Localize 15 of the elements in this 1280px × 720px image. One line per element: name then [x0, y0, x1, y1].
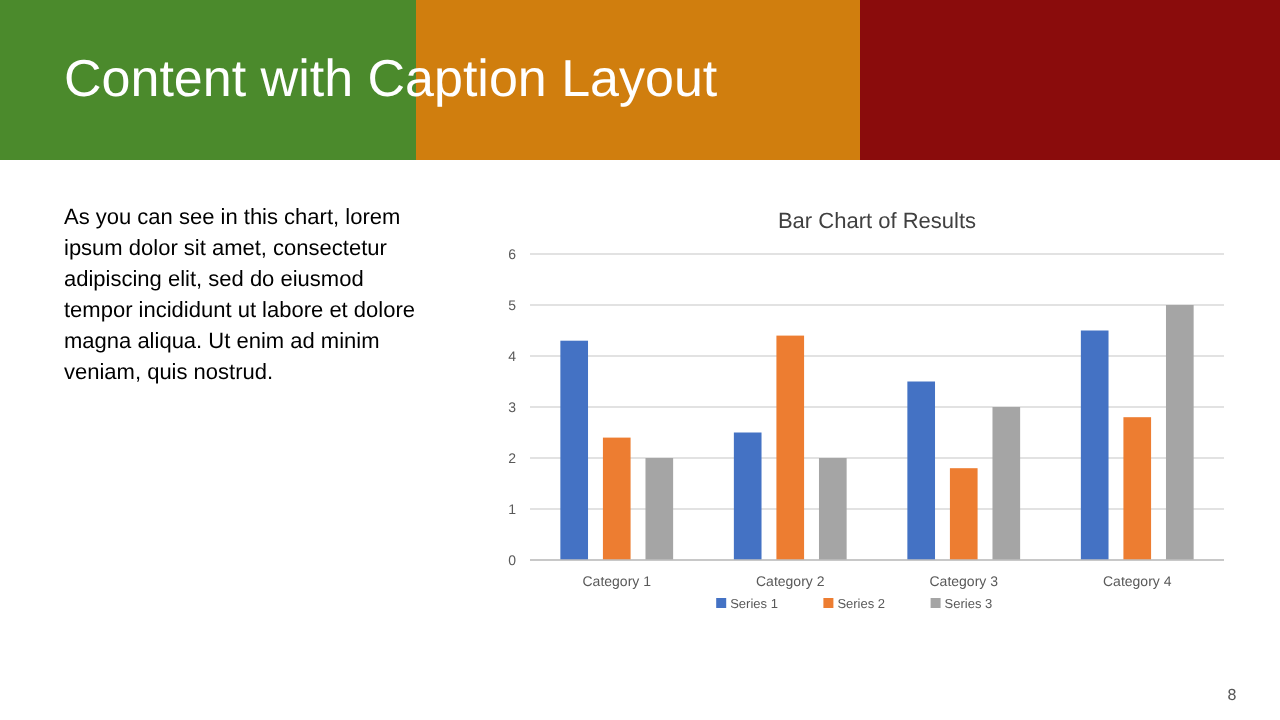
chart-title: Bar Chart of Results [777, 210, 978, 234]
bar [992, 407, 1021, 560]
text: 8 [1227, 686, 1238, 704]
bar [602, 437, 631, 560]
bar [1123, 417, 1152, 560]
bar [560, 340, 589, 560]
text: As you can see in this chart, lorem ipsum dolor sit amet, consectetur adipiscing elit, sed do eiusmod tempor incididunt ut labore et dolore magna aliqua. Ut enim ad minim veniam, quis nostrud. [64, 206, 415, 385]
bar [645, 458, 674, 560]
bar [776, 335, 805, 560]
bar [949, 468, 978, 560]
bar [907, 381, 936, 560]
bar [1165, 305, 1194, 560]
bar [818, 458, 847, 560]
bar [1080, 330, 1109, 560]
bar [733, 432, 762, 560]
